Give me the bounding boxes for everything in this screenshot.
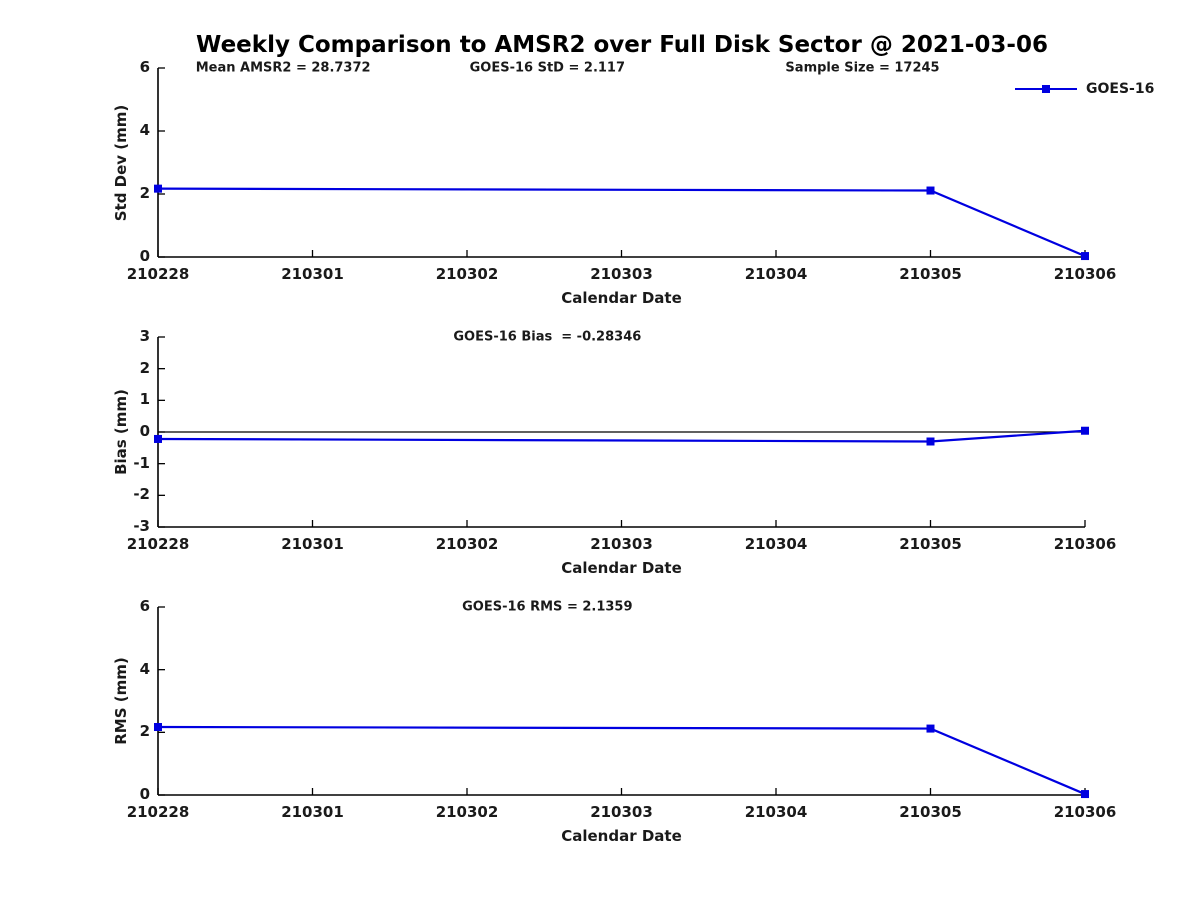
- y-tick-label: 4: [139, 121, 150, 139]
- x-tick-label: 210301: [281, 265, 344, 283]
- y-tick-label: -3: [133, 517, 150, 535]
- y-tick-label: 4: [139, 659, 150, 678]
- data-point-marker: [1081, 252, 1089, 261]
- series-line: [157, 429, 1086, 443]
- y-axis-label: Std Dev (mm): [112, 104, 130, 221]
- y-tick-label: -2: [133, 485, 150, 504]
- plot-area-bias: [154, 336, 1089, 528]
- rms-plot-canvas: [154, 606, 1089, 799]
- bias-plot-canvas: [154, 336, 1089, 528]
- x-tick-label: 210304: [744, 265, 808, 283]
- x-tick-label: 210228: [126, 265, 190, 283]
- x-tick-label: 210228: [126, 803, 190, 821]
- legend: GOES-16: [1015, 81, 1154, 97]
- plot-annotation: GOES-16 Bias = -0.28346: [453, 329, 642, 345]
- y-tick-label: 0: [139, 785, 150, 803]
- x-axis-label: Calendar Date: [561, 559, 682, 577]
- legend-line-sample: [1015, 85, 1077, 94]
- plot-annotation: GOES-16 RMS = 2.1359: [462, 599, 633, 615]
- plot-area-stddev: [154, 67, 1089, 261]
- data-point-marker: [154, 434, 162, 443]
- y-tick-label: 2: [139, 184, 150, 202]
- data-point-marker: [1081, 426, 1089, 435]
- y-tick-label: 0: [139, 247, 150, 265]
- y-tick-label: 2: [139, 358, 150, 377]
- x-tick-label: 210303: [590, 535, 653, 553]
- x-tick-label: 210306: [1053, 803, 1117, 821]
- y-axis-label: RMS (mm): [112, 657, 130, 745]
- series-line: [157, 187, 1086, 258]
- data-point-marker: [926, 186, 935, 195]
- x-tick-label: 210303: [590, 803, 653, 821]
- figure-title: Weekly Comparison to AMSR2 over Full Dis…: [196, 32, 1048, 58]
- plot-annotation: Mean AMSR2 = 28.7372: [195, 60, 371, 76]
- x-axis-label: Calendar Date: [561, 827, 682, 845]
- x-axis-label: Calendar Date: [561, 289, 682, 307]
- plot-annotation: Sample Size = 17245: [785, 60, 940, 76]
- x-tick-label: 210305: [899, 535, 962, 553]
- x-tick-label: 210306: [1053, 265, 1117, 283]
- y-tick-label: 6: [139, 597, 150, 615]
- x-tick-label: 210303: [590, 265, 653, 283]
- x-tick-label: 210302: [435, 535, 499, 553]
- x-tick-label: 210228: [126, 535, 190, 553]
- data-point-marker: [154, 184, 162, 193]
- y-axis-label: Bias (mm): [112, 389, 130, 475]
- legend-square-marker-icon: [1042, 85, 1050, 93]
- data-point-marker: [926, 724, 935, 733]
- y-tick-label: 0: [139, 422, 150, 440]
- legend-label: GOES-16: [1086, 81, 1155, 97]
- stddev-plot-canvas: [154, 67, 1089, 261]
- data-point-marker: [926, 437, 935, 446]
- y-tick-label: 3: [139, 327, 150, 345]
- x-tick-label: 210301: [281, 803, 344, 821]
- y-tick-label: 6: [139, 58, 150, 76]
- y-tick-label: 1: [139, 390, 150, 409]
- x-tick-label: 210305: [899, 803, 962, 821]
- y-tick-label: 2: [139, 722, 150, 741]
- x-tick-label: 210305: [899, 265, 962, 283]
- series-line: [157, 725, 1086, 796]
- data-point-marker: [154, 723, 162, 732]
- x-tick-label: 210302: [435, 265, 499, 283]
- plot-area-rms: [154, 606, 1089, 799]
- y-tick-label: -1: [133, 453, 150, 472]
- x-tick-label: 210302: [435, 803, 499, 821]
- data-point-marker: [1081, 790, 1089, 799]
- x-tick-label: 210304: [744, 535, 808, 553]
- x-tick-label: 210301: [281, 535, 344, 553]
- x-tick-label: 210306: [1053, 535, 1117, 553]
- plot-annotation: GOES-16 StD = 2.117: [469, 60, 626, 76]
- x-tick-label: 210304: [744, 803, 808, 821]
